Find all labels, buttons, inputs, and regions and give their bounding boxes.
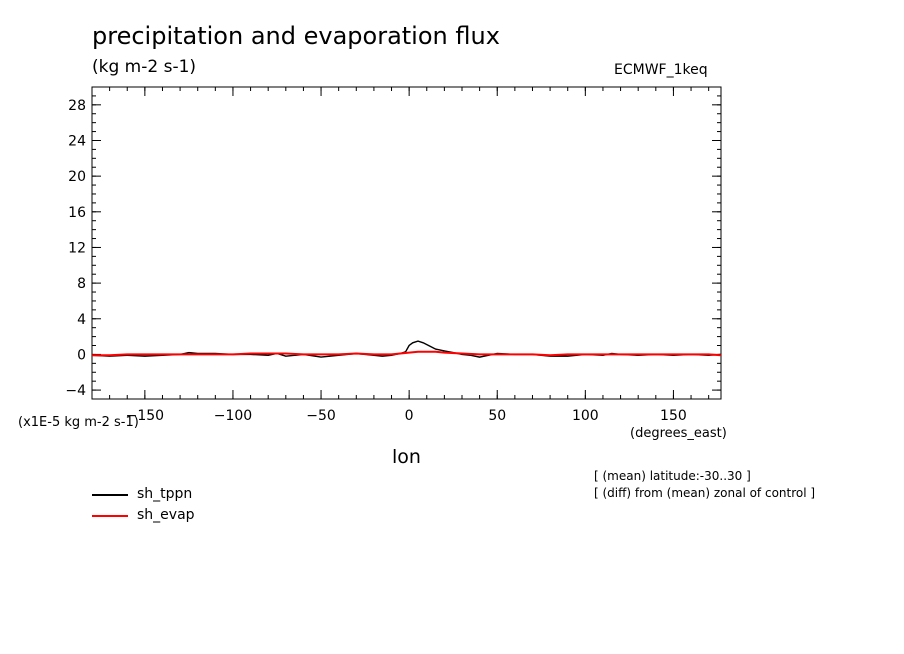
y-tick-label: 0 bbox=[77, 347, 86, 363]
y-tick-label: −4 bbox=[65, 383, 86, 399]
note-diff: [ (diff) from (mean) zonal of control ] bbox=[594, 486, 816, 500]
y-axis-unit: (x1E-5 kg m-2 s-1) bbox=[18, 415, 139, 430]
y-tick-label: 20 bbox=[68, 169, 86, 185]
legend-label-sh-evap: sh_evap bbox=[137, 507, 195, 523]
y-tick-label: 28 bbox=[68, 98, 86, 114]
x-axis-label: lon bbox=[392, 446, 421, 468]
y-tick-label: 8 bbox=[77, 276, 86, 292]
x-tick-label: 50 bbox=[488, 408, 506, 424]
y-tick-label: 16 bbox=[68, 205, 86, 221]
plot-frame bbox=[91, 86, 722, 400]
y-tick-label: 12 bbox=[68, 240, 86, 256]
axis-ticks: −4 0 4 8 12 16 20 24 28 −150 −100 −50 0 50 100 150 bbox=[65, 86, 721, 424]
x-tick-label: 150 bbox=[660, 408, 687, 424]
legend-swatch-sh-evap bbox=[92, 515, 128, 517]
x-tick-label: −150 bbox=[126, 408, 164, 424]
series-line-sh-evap bbox=[92, 350, 722, 357]
chart-units: (kg m-2 s-1) bbox=[92, 57, 197, 77]
series-lines bbox=[91, 340, 722, 358]
x-tick-label: −50 bbox=[306, 408, 336, 424]
chart-title: precipitation and evaporation flux bbox=[92, 22, 500, 50]
x-tick-label: −100 bbox=[214, 408, 252, 424]
legend-item-sh-tppn: sh_tppn bbox=[92, 486, 292, 504]
y-tick-label: 24 bbox=[68, 133, 86, 149]
note-latitude: [ (mean) latitude:-30..30 ] bbox=[594, 469, 751, 483]
x-tick-label: 0 bbox=[405, 408, 414, 424]
model-label: ECMWF_1keq bbox=[614, 62, 708, 78]
x-tick-label: 100 bbox=[572, 408, 599, 424]
legend-swatch-sh-tppn bbox=[92, 494, 128, 496]
y-tick-label: 4 bbox=[77, 312, 86, 328]
legend-label-sh-tppn: sh_tppn bbox=[137, 486, 193, 502]
x-axis-unit: (degrees_east) bbox=[630, 426, 727, 441]
legend-item-sh-evap: sh_evap bbox=[92, 507, 292, 525]
